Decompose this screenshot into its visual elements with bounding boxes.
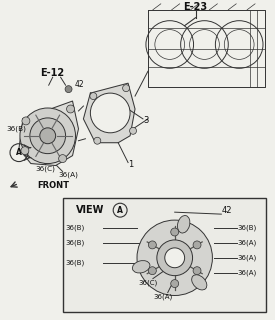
Circle shape xyxy=(90,93,130,133)
Polygon shape xyxy=(19,101,78,165)
Circle shape xyxy=(171,228,179,236)
Circle shape xyxy=(165,248,185,268)
Ellipse shape xyxy=(192,275,207,290)
Circle shape xyxy=(59,155,67,163)
Circle shape xyxy=(90,92,97,100)
Circle shape xyxy=(148,241,156,249)
Text: 42: 42 xyxy=(222,206,233,215)
Text: 36(A): 36(A) xyxy=(238,254,257,261)
Circle shape xyxy=(193,241,201,249)
Text: 36(C): 36(C) xyxy=(36,165,56,172)
Circle shape xyxy=(130,127,136,134)
Text: 36(B): 36(B) xyxy=(238,225,257,231)
Circle shape xyxy=(20,108,76,164)
Circle shape xyxy=(171,280,179,288)
Text: E-12: E-12 xyxy=(41,68,65,78)
Text: A: A xyxy=(16,148,22,157)
Text: FRONT: FRONT xyxy=(37,181,69,190)
Text: 36(C): 36(C) xyxy=(138,279,158,286)
Text: 36(B): 36(B) xyxy=(66,225,85,231)
Circle shape xyxy=(22,117,30,125)
Ellipse shape xyxy=(177,215,190,233)
Text: E-23: E-23 xyxy=(183,2,208,12)
Circle shape xyxy=(30,118,65,154)
Circle shape xyxy=(148,267,156,275)
Circle shape xyxy=(193,267,201,275)
Text: 1: 1 xyxy=(128,160,134,169)
Circle shape xyxy=(137,220,212,295)
Text: 36(B): 36(B) xyxy=(66,260,85,266)
Circle shape xyxy=(123,85,130,92)
Text: 3: 3 xyxy=(143,116,148,125)
Circle shape xyxy=(67,105,75,113)
Circle shape xyxy=(40,128,56,144)
Text: 36(B): 36(B) xyxy=(6,125,26,132)
Circle shape xyxy=(21,147,29,155)
Circle shape xyxy=(65,86,72,92)
Bar xyxy=(63,198,266,312)
Text: A: A xyxy=(117,206,123,215)
Text: VIEW: VIEW xyxy=(76,205,104,215)
Ellipse shape xyxy=(132,260,150,273)
Text: 36(A): 36(A) xyxy=(153,293,172,300)
Text: 42: 42 xyxy=(75,80,84,89)
Text: 36(A): 36(A) xyxy=(238,269,257,276)
Text: 36(A): 36(A) xyxy=(59,171,78,178)
Text: 36(B): 36(B) xyxy=(66,240,85,246)
Text: 36(A): 36(A) xyxy=(238,240,257,246)
Circle shape xyxy=(157,240,192,276)
Polygon shape xyxy=(83,83,135,143)
Circle shape xyxy=(94,137,101,144)
